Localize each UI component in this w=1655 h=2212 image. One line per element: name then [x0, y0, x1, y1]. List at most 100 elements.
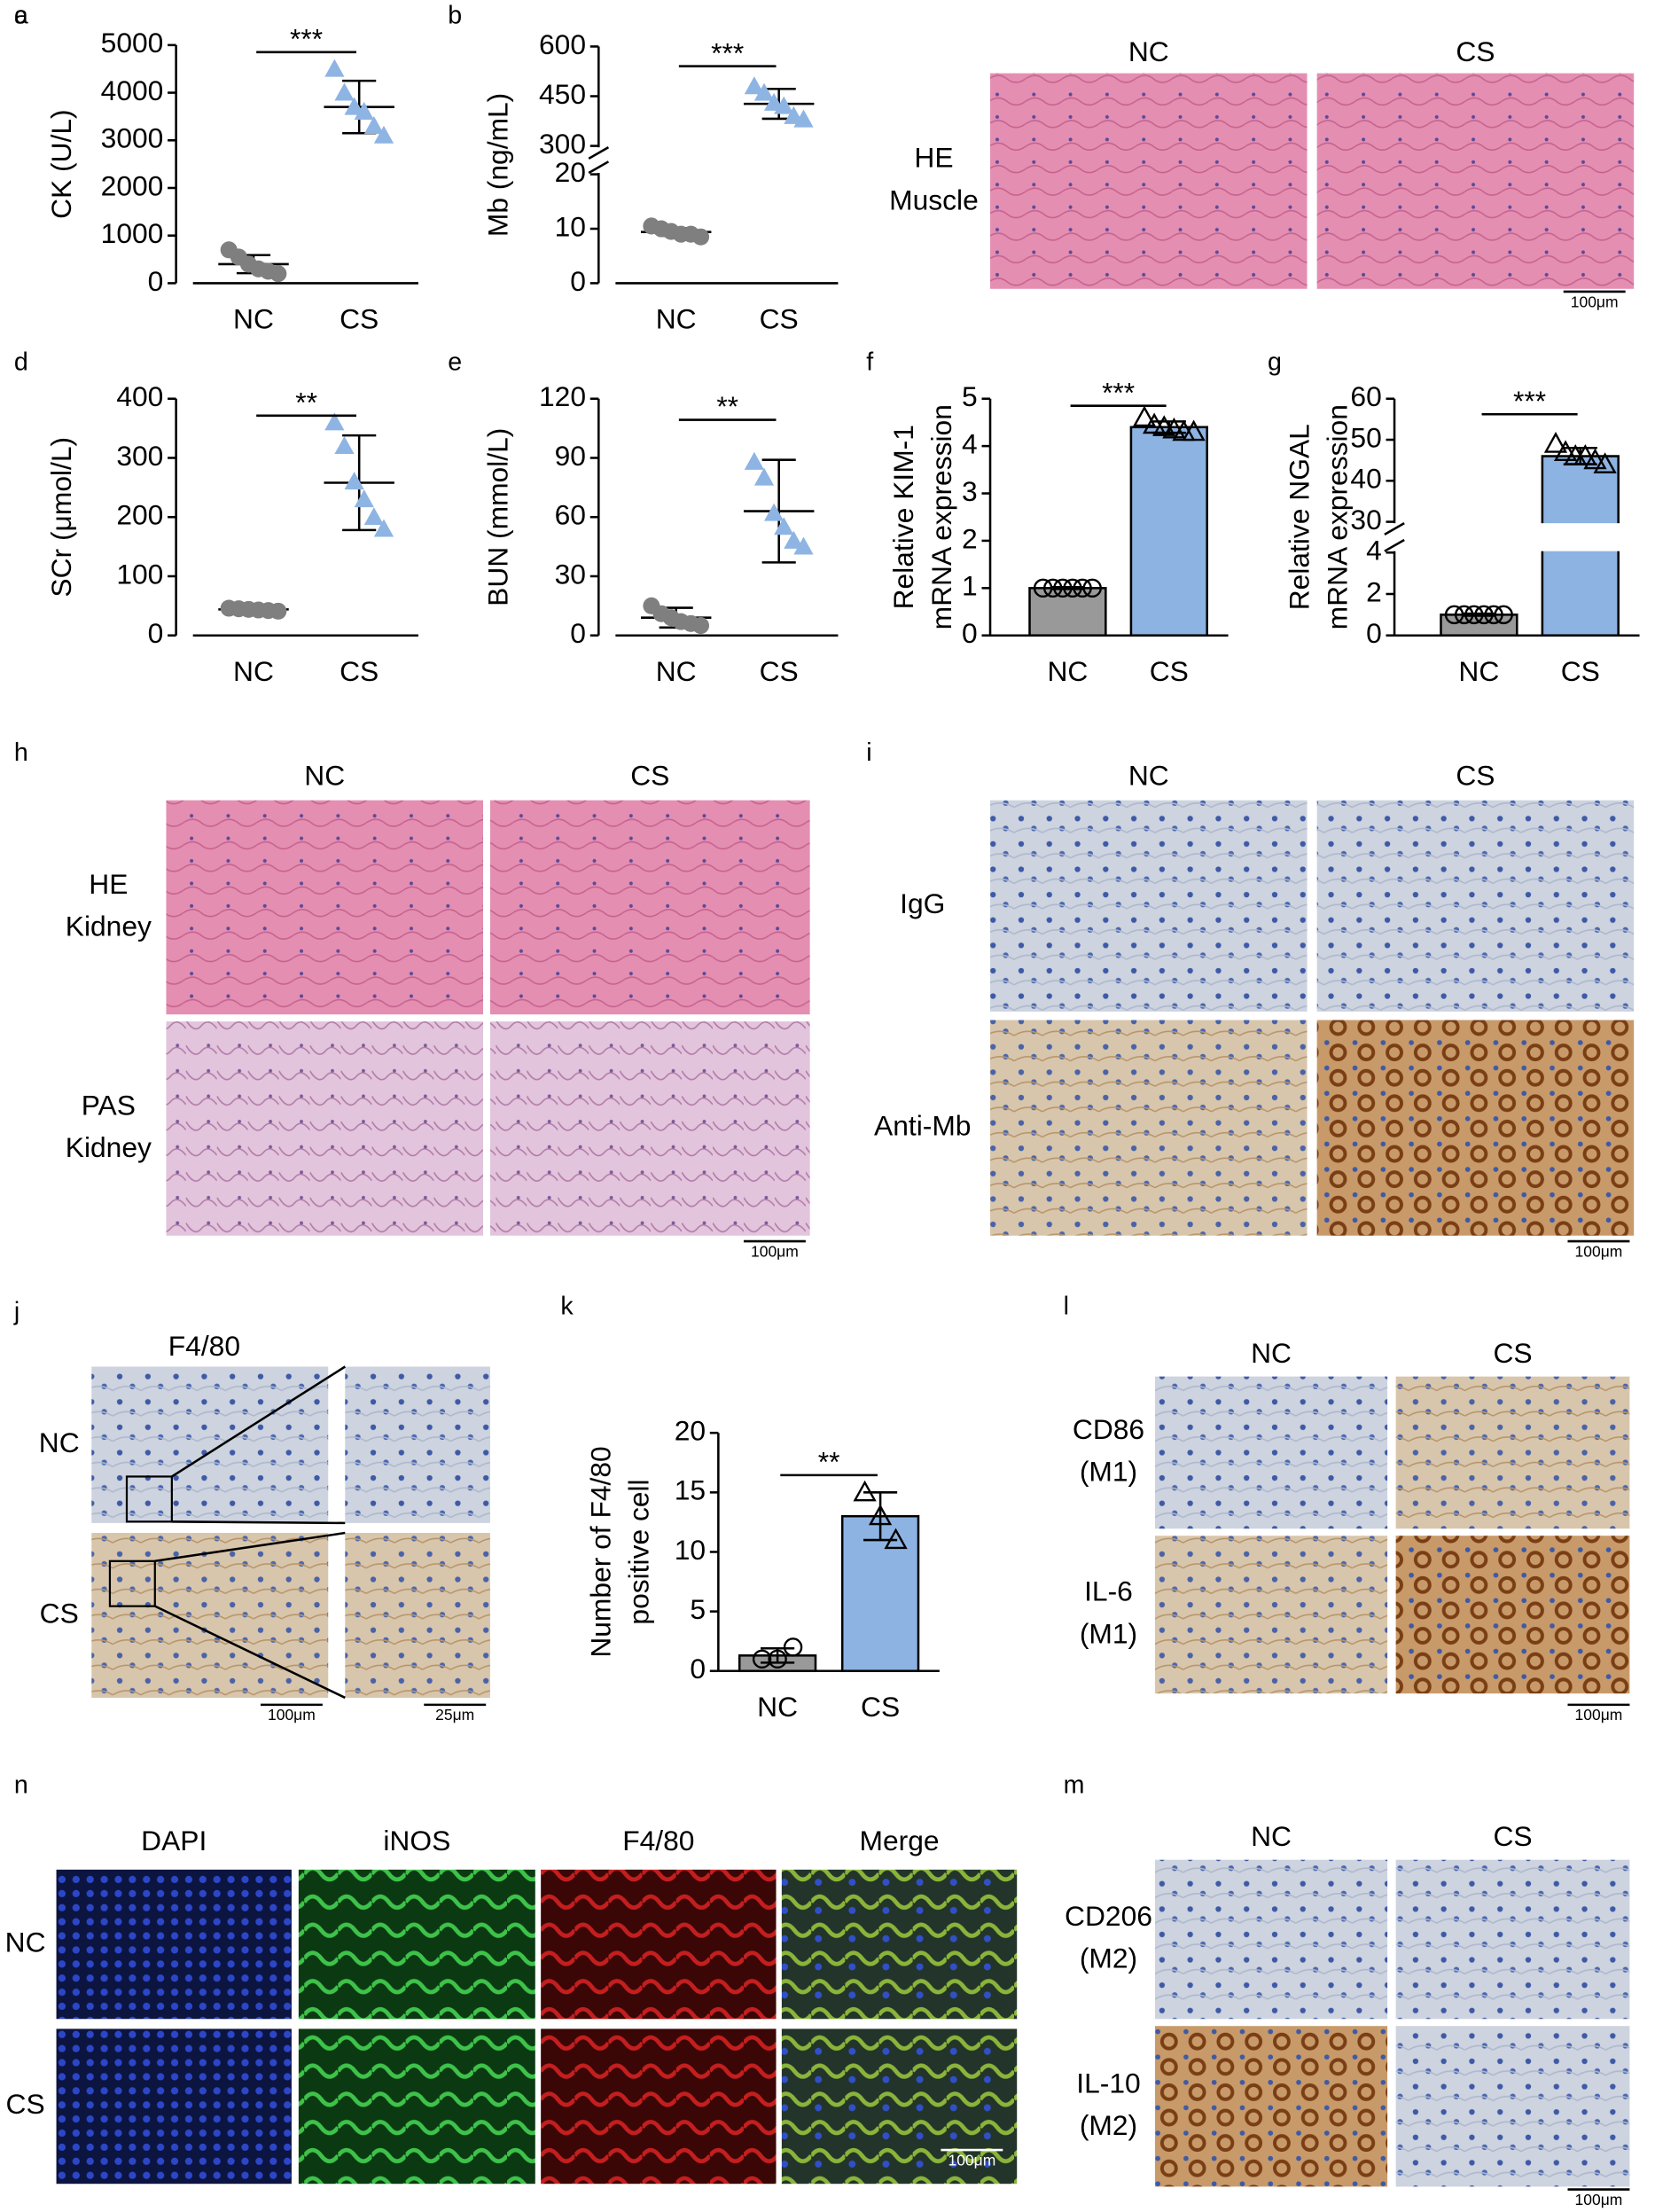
data-point [1043, 578, 1063, 598]
x-tick-label: NC [656, 655, 697, 687]
micrograph [1316, 1020, 1635, 1236]
y-tick-label: 100 [116, 558, 163, 590]
y-tick-label: 60 [555, 499, 586, 531]
panel-letter: h [14, 739, 28, 767]
y-tick-label: 60 [1350, 380, 1381, 412]
micrograph [1316, 800, 1635, 1012]
significance-label: ** [818, 1446, 840, 1478]
data-point [1573, 443, 1597, 465]
data-point [1182, 419, 1206, 442]
micrograph [166, 1021, 484, 1236]
significance-label: *** [1102, 376, 1135, 408]
data-point [1484, 605, 1503, 625]
significance-label: *** [711, 36, 744, 68]
data-point [884, 1528, 908, 1550]
y-tick-label: 2000 [101, 169, 164, 201]
y-tick-label: 2 [1366, 575, 1382, 607]
row-label: NC [39, 1426, 80, 1458]
row-label: (M1) [1080, 1456, 1137, 1488]
panel-letter: k [560, 1292, 574, 1320]
row-label: Anti-Mb [874, 1110, 971, 1142]
bar [1129, 426, 1208, 637]
data-point [1162, 417, 1186, 439]
x-tick-label: CS [760, 655, 799, 687]
data-point [1464, 605, 1484, 625]
significance-label: ** [295, 386, 317, 418]
y-tick-label: 1 [962, 570, 978, 602]
zoom-line [171, 1365, 346, 1478]
y-tick-label: 0 [148, 617, 164, 649]
y-axis-label: Relative NGAL [1284, 424, 1315, 610]
micrograph [1154, 2026, 1388, 2187]
data-point [752, 1649, 772, 1669]
y-axis-label: mRNA expression [925, 404, 957, 629]
panel-letter: g [1268, 348, 1282, 377]
micrograph [1154, 1859, 1388, 2020]
y-tick-label: 20 [555, 156, 586, 188]
panel-title: F4/80 [168, 1330, 240, 1362]
data-point [269, 602, 287, 620]
data-point [1543, 432, 1568, 453]
column-header: CS [1456, 760, 1495, 792]
y-tick-label: 3000 [101, 122, 164, 154]
y-tick-label: 300 [116, 440, 163, 472]
column-header: CS [1456, 35, 1495, 67]
row-label: (M2) [1080, 2109, 1137, 2141]
data-point [354, 489, 374, 508]
micrograph [990, 800, 1308, 1012]
data-point [784, 530, 804, 549]
data-point [1033, 578, 1053, 598]
data-point [793, 536, 814, 555]
x-tick-label: CS [1561, 655, 1600, 687]
data-point [1454, 605, 1474, 625]
y-tick-label: 0 [148, 265, 164, 297]
data-point [1553, 440, 1578, 461]
data-point [1063, 578, 1082, 598]
micrograph [541, 1869, 777, 2020]
micrograph [1316, 73, 1635, 289]
y-tick-label: 0 [570, 265, 586, 297]
y-axis-label: Relative KIM-1 [887, 425, 919, 609]
zoom-line [171, 1520, 346, 1525]
data-point [373, 519, 394, 537]
scale-bar-label: 100μm [1571, 293, 1619, 310]
x-tick-label: NC [1047, 655, 1088, 687]
micrograph [298, 1869, 535, 2020]
axis-break-mark [1384, 522, 1405, 535]
micrograph [541, 2028, 777, 2185]
row-label: CD86 [1073, 1413, 1144, 1445]
zoom-line [154, 1605, 346, 1700]
data-point [793, 109, 814, 128]
panel-letter: j [13, 1298, 20, 1326]
scale-bar-label: 100μm [1575, 2191, 1623, 2208]
y-tick-label: 30 [555, 558, 586, 590]
micrograph [345, 1366, 490, 1523]
y-tick-label: 300 [539, 128, 586, 160]
y-tick-label: 400 [116, 380, 163, 412]
data-point [853, 1480, 877, 1502]
data-point [691, 617, 710, 635]
y-axis-label: SCr (μmol/L) [45, 437, 77, 598]
micrograph [781, 1869, 1018, 2020]
y-tick-label: 2 [962, 522, 978, 554]
panel-letter: m [1064, 1771, 1085, 1800]
scale-bar-label: 100μm [751, 1242, 799, 1260]
row-label: IgG [900, 887, 945, 919]
row-label: IL-10 [1076, 2067, 1140, 2099]
row-label: (M1) [1080, 1617, 1137, 1649]
row-label: CD206 [1065, 1900, 1152, 1932]
data-point [269, 265, 287, 283]
row-label: (M2) [1080, 1942, 1137, 1974]
y-axis-label: BUN (mmol/L) [481, 428, 513, 606]
scale-bar-label: 100μm [948, 2151, 995, 2169]
row-label: Muscle [889, 184, 979, 215]
data-point [1444, 605, 1464, 625]
data-point [1152, 415, 1176, 436]
data-point [344, 472, 364, 490]
x-tick-label: CS [861, 1691, 900, 1723]
data-point [324, 59, 345, 77]
data-point [334, 436, 355, 455]
y-tick-label: 120 [539, 380, 586, 412]
x-tick-label: CS [1150, 655, 1189, 687]
x-tick-label: NC [1458, 655, 1499, 687]
